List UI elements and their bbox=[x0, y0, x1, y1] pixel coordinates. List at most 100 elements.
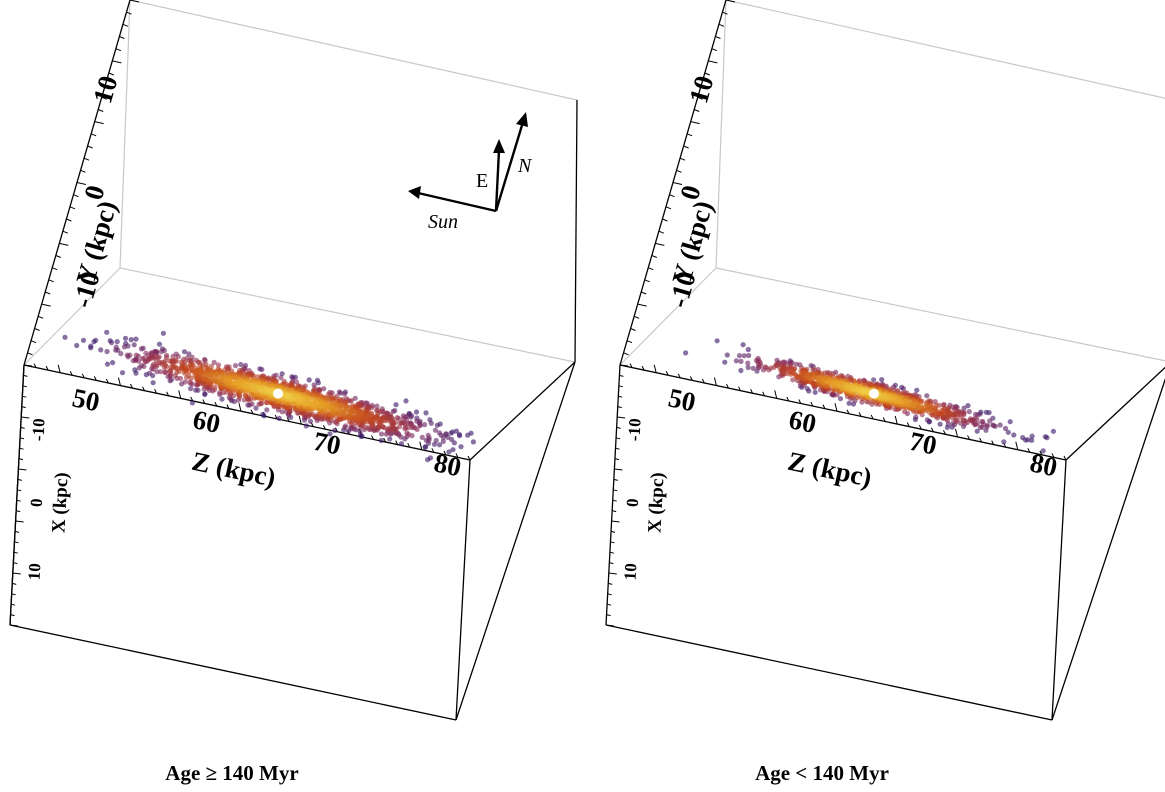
data-point bbox=[879, 377, 885, 383]
data-point bbox=[121, 344, 128, 350]
x-axis-ticks: -10 0 10 bbox=[605, 364, 645, 627]
x-tick bbox=[21, 406, 26, 409]
z-tick bbox=[701, 378, 705, 384]
box-edge-top-right bbox=[574, 99, 578, 363]
x-tick-label: 0 bbox=[623, 498, 642, 507]
x-tick bbox=[610, 541, 615, 544]
x-tick bbox=[13, 562, 18, 565]
x-tick bbox=[611, 520, 620, 523]
data-point bbox=[966, 409, 972, 415]
y-tick bbox=[651, 255, 657, 258]
data-point bbox=[683, 350, 689, 356]
z-tick bbox=[407, 442, 411, 448]
y-tick bbox=[708, 60, 718, 64]
x-tick bbox=[614, 458, 620, 461]
data-point bbox=[114, 339, 120, 345]
data-point bbox=[219, 396, 225, 402]
box-edge-back-bottom bbox=[119, 267, 576, 363]
x-tick bbox=[23, 374, 28, 377]
data-point bbox=[771, 364, 777, 370]
data-point bbox=[900, 385, 906, 392]
x-tick bbox=[607, 593, 612, 596]
panel-caption: Age < 140 Myr bbox=[755, 761, 889, 785]
compass-sun-arrow bbox=[417, 191, 497, 213]
data-point bbox=[740, 342, 746, 348]
data-point bbox=[393, 402, 399, 408]
y-tick bbox=[641, 291, 647, 295]
data-point bbox=[722, 359, 728, 365]
box-edge-bottom bbox=[9, 624, 457, 721]
scatter-points bbox=[62, 329, 476, 463]
data-point bbox=[175, 353, 181, 360]
data-point bbox=[195, 387, 201, 393]
x-tick bbox=[13, 551, 19, 554]
data-point bbox=[423, 444, 429, 450]
y-tick bbox=[27, 352, 33, 356]
x-tick bbox=[609, 562, 614, 565]
y-tick bbox=[55, 255, 61, 258]
data-point bbox=[810, 367, 816, 373]
data-point bbox=[352, 395, 358, 401]
data-point bbox=[902, 409, 908, 415]
data-point bbox=[782, 368, 789, 374]
box-edge-x-axis bbox=[9, 364, 25, 626]
x-tick bbox=[606, 603, 612, 606]
z-tick bbox=[467, 455, 471, 461]
y-tick bbox=[658, 230, 665, 234]
y-tick bbox=[630, 328, 636, 331]
x-tick bbox=[617, 416, 626, 419]
data-point bbox=[937, 421, 943, 427]
x-tick bbox=[619, 374, 624, 377]
z-tick bbox=[930, 427, 934, 432]
x-tick bbox=[22, 395, 27, 398]
data-point bbox=[374, 403, 380, 409]
data-point bbox=[156, 341, 163, 347]
data-point bbox=[746, 352, 752, 359]
data-point bbox=[307, 418, 314, 424]
data-point bbox=[866, 399, 872, 405]
y-tick bbox=[686, 133, 693, 137]
data-point bbox=[1040, 448, 1046, 454]
x-tick bbox=[20, 426, 25, 429]
data-point bbox=[404, 430, 410, 436]
compass-north-arrow bbox=[494, 121, 525, 212]
y-tick bbox=[665, 206, 672, 210]
data-point bbox=[448, 430, 454, 436]
data-point bbox=[278, 375, 284, 381]
data-point bbox=[1025, 437, 1031, 443]
z-tick bbox=[979, 437, 983, 443]
data-point bbox=[446, 449, 452, 455]
data-point bbox=[249, 401, 255, 407]
z-tick bbox=[395, 440, 399, 445]
z-tick bbox=[322, 424, 326, 430]
data-point bbox=[378, 437, 384, 444]
data-point bbox=[1002, 425, 1009, 432]
z-tick bbox=[142, 386, 145, 391]
y-tick bbox=[119, 36, 125, 39]
data-point bbox=[714, 338, 720, 344]
data-point bbox=[310, 411, 316, 417]
x-tick-label: 10 bbox=[25, 563, 45, 581]
x-tick bbox=[19, 437, 25, 440]
box-frame bbox=[605, 0, 1165, 721]
data-point bbox=[163, 363, 169, 369]
data-point bbox=[315, 380, 321, 386]
x-tick bbox=[14, 541, 19, 544]
data-point bbox=[909, 402, 915, 408]
x-tick bbox=[18, 468, 27, 471]
data-point bbox=[738, 358, 744, 364]
data-point bbox=[413, 409, 420, 415]
data-point bbox=[804, 386, 810, 392]
data-point bbox=[450, 447, 456, 453]
z-tick bbox=[882, 417, 886, 422]
y-tick bbox=[725, 0, 736, 3]
x-tick bbox=[618, 395, 623, 398]
data-point bbox=[98, 347, 104, 353]
box-edge-back-left bbox=[23, 267, 121, 366]
x-tick bbox=[619, 364, 629, 367]
data-point bbox=[1011, 432, 1017, 438]
